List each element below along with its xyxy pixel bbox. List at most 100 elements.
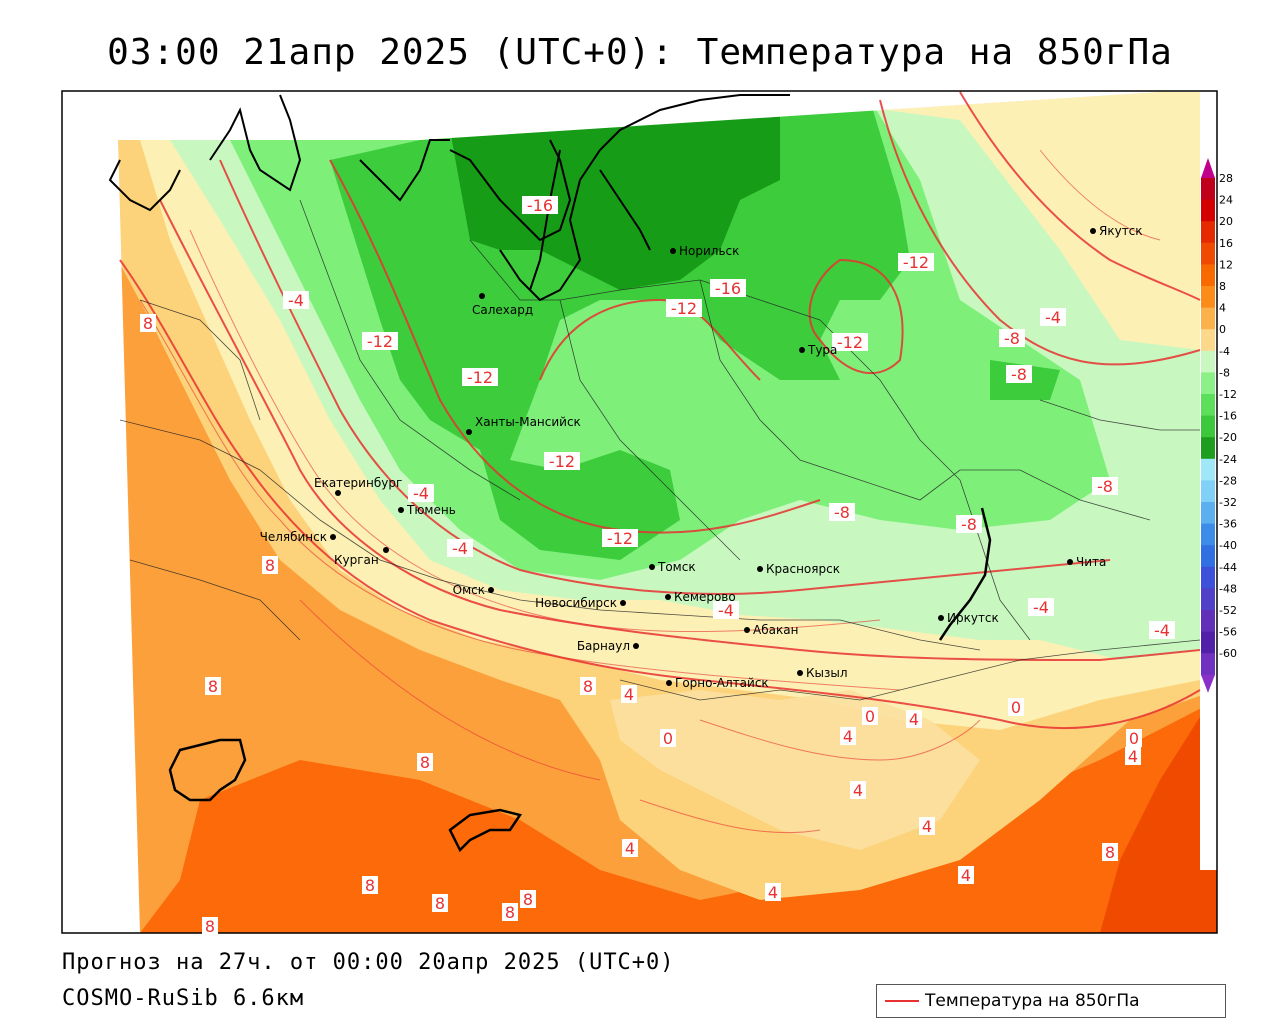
city-label: Новосибирск <box>535 596 617 610</box>
contour-label-background <box>283 291 309 309</box>
colorbar-tick-label: 28 <box>1219 172 1233 185</box>
contour-label: 4 <box>961 866 971 885</box>
city-label: Барнаул <box>577 639 630 653</box>
contour-label-background <box>544 452 580 470</box>
colorbar-bottom-arrow <box>1201 674 1215 693</box>
contour-label-background <box>958 866 974 884</box>
map-frame-border <box>61 90 1218 934</box>
temperature-field <box>62 91 1217 933</box>
colorbar-swatch <box>1201 372 1215 395</box>
colorbar-tick-label: -16 <box>1219 410 1237 423</box>
colorbar-tick-label: 12 <box>1219 258 1233 271</box>
colorbar-swatch <box>1201 523 1215 546</box>
contour-label: -12 <box>837 333 863 352</box>
colorbar-swatch <box>1201 199 1215 222</box>
contour-label: -16 <box>715 279 741 298</box>
contour-label-background <box>832 333 868 351</box>
lakes <box>168 738 523 853</box>
colorbar-swatch <box>1201 264 1215 287</box>
colorbar-swatch <box>1201 610 1215 633</box>
city-dot <box>666 680 672 686</box>
contour-label-background <box>660 729 676 747</box>
field-dark-green <box>450 112 780 290</box>
contour-label: 8 <box>143 314 153 333</box>
city-dot <box>330 534 336 540</box>
contour-label-background <box>765 883 781 901</box>
city-dot <box>633 643 639 649</box>
contour-label: 0 <box>865 707 875 726</box>
city-label: Томск <box>657 560 696 574</box>
contour-label: 8 <box>205 917 215 936</box>
city-markers: Якутск Норильск Салехард Тура Ханты-Мансийск… <box>260 224 1143 690</box>
city-label: Челябинск <box>260 530 327 544</box>
contour-label-background <box>840 727 856 745</box>
colorbar-tick-label: -28 <box>1219 474 1237 487</box>
contour-label: 4 <box>922 817 932 836</box>
colorbar-top-arrow <box>1201 158 1215 178</box>
colorbar-tick-label: -32 <box>1219 496 1237 509</box>
contour-label: 4 <box>624 685 634 704</box>
contour-label-background <box>621 685 637 703</box>
contour-label: -8 <box>1004 329 1020 348</box>
contour-label-background <box>898 253 934 271</box>
colorbar-tick-label: -8 <box>1219 366 1230 379</box>
colorbar-swatch <box>1201 350 1215 373</box>
contour-label-background <box>362 332 398 350</box>
city-label: Кемерово <box>674 590 736 604</box>
contour-label-background <box>1092 477 1118 495</box>
contour-label: 8 <box>1105 843 1115 862</box>
contour-label: -12 <box>903 253 929 272</box>
city-label: Кызыл <box>806 666 848 680</box>
isotherm-lines <box>119 91 1201 730</box>
contour-label-background <box>522 196 558 214</box>
contour-label: -12 <box>467 368 493 387</box>
contour-label: 8 <box>505 903 515 922</box>
contour-label-background <box>956 515 982 533</box>
city-label: Горно-Алтайск <box>675 676 769 690</box>
city-label: Красноярск <box>766 562 840 576</box>
contour-label-background <box>1125 747 1141 765</box>
city-label: Абакан <box>753 623 798 637</box>
city-label: Ханты-Мансийск <box>475 415 581 429</box>
city-dot <box>479 293 485 299</box>
city-dot <box>335 490 341 496</box>
contour-label: -4 <box>718 601 734 620</box>
colorbar: 28 24 20 16 12 8 4 0 -4 -8 -12 -16 -20 -24 -28 -32 -36 -4… <box>1201 158 1237 693</box>
contour-label-background <box>710 279 746 297</box>
contour-label: -4 <box>1154 621 1170 640</box>
contour-label: 8 <box>265 556 275 575</box>
model-info: COSMO-RuSib 6.6км <box>62 986 305 1011</box>
city-label: Курган <box>334 553 379 567</box>
city-dot <box>649 564 655 570</box>
city-dot <box>466 429 472 435</box>
contour-label: -8 <box>834 503 850 522</box>
contour-label: -12 <box>367 332 393 351</box>
legend-line-swatch <box>885 1000 919 1002</box>
contour-label: 0 <box>1129 729 1139 748</box>
admin-borders <box>119 199 1201 701</box>
city-dot <box>665 594 671 600</box>
contour-label: 4 <box>843 727 853 746</box>
city-label: Норильск <box>679 244 739 258</box>
contour-label: 8 <box>583 677 593 696</box>
colorbar-tick-label: -20 <box>1219 431 1237 444</box>
colorbar-tick-label: -52 <box>1219 604 1237 617</box>
colorbar-swatch <box>1201 394 1215 417</box>
city-dot <box>488 587 494 593</box>
city-dot <box>799 347 805 353</box>
contour-label-background <box>362 876 378 894</box>
contour-label-background <box>447 539 473 557</box>
colorbar-tick-label: 20 <box>1219 215 1233 228</box>
contour-label: -4 <box>288 291 304 310</box>
contour-label: 0 <box>1011 698 1021 717</box>
contour-label: -4 <box>1045 308 1061 327</box>
contour-label: -8 <box>1097 477 1113 496</box>
contour-label-background <box>1006 365 1032 383</box>
city-dot <box>938 615 944 621</box>
city-label: Чита <box>1076 555 1106 569</box>
forecast-info: Прогноз на 27ч. от 00:00 20апр 2025 (UTC… <box>62 950 675 975</box>
contour-label: 8 <box>208 677 218 696</box>
contour-label-background <box>906 710 922 728</box>
contour-label-background <box>666 299 702 317</box>
